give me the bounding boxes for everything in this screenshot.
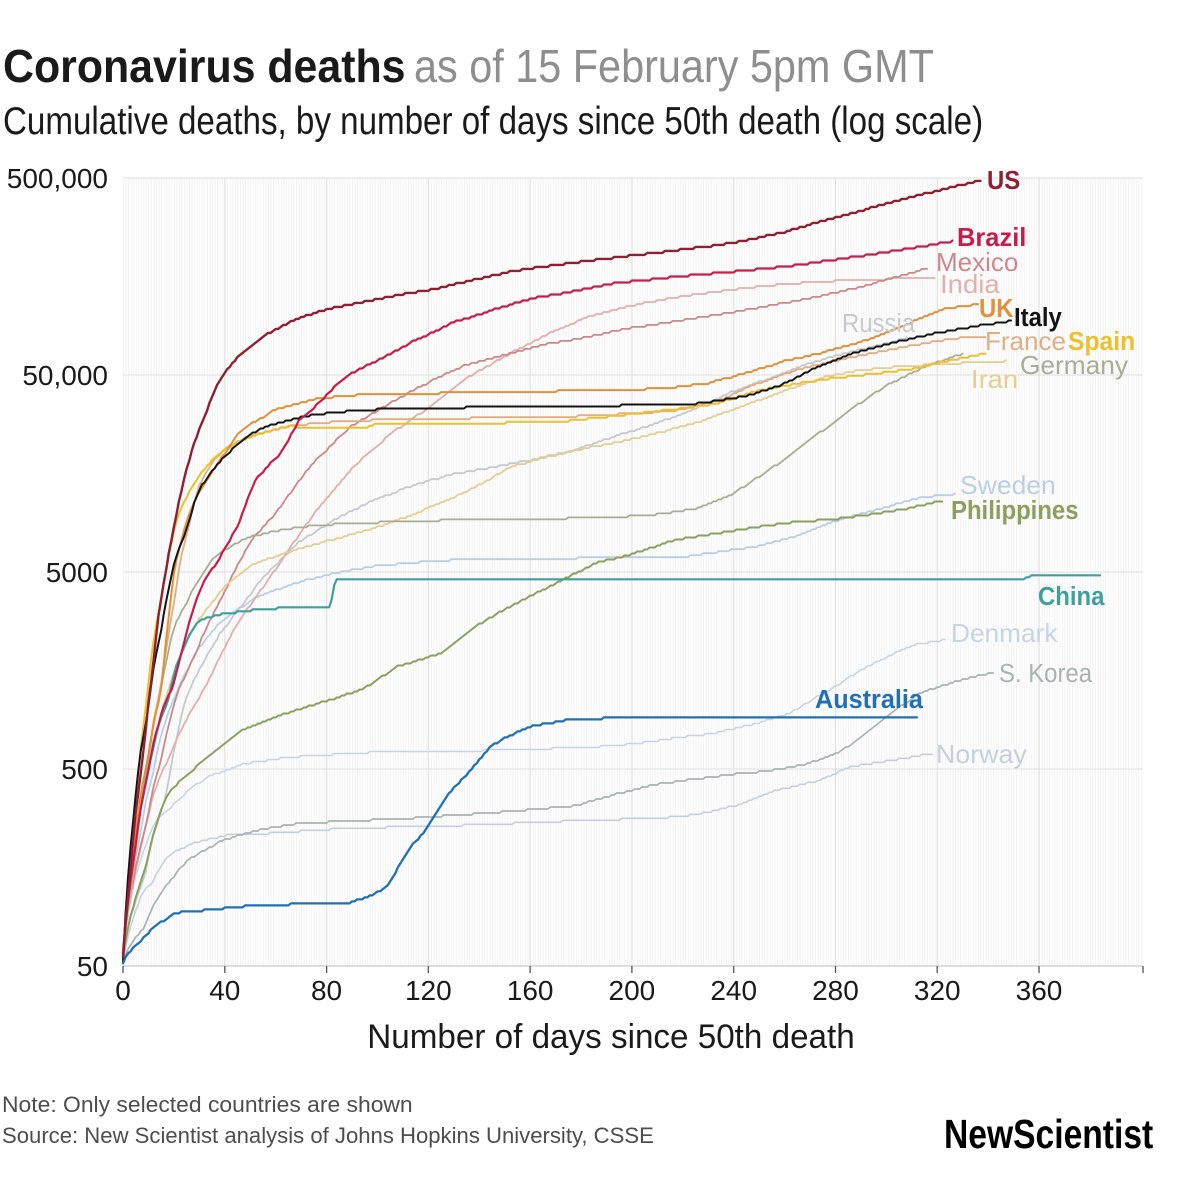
svg-text:China: China bbox=[1038, 582, 1105, 611]
svg-text:280: 280 bbox=[812, 975, 859, 1006]
svg-text:160: 160 bbox=[507, 975, 554, 1006]
svg-text:80: 80 bbox=[311, 975, 342, 1006]
svg-text:UK: UK bbox=[979, 294, 1014, 323]
svg-text:Coronavirus deaths: Coronavirus deaths bbox=[3, 42, 406, 93]
svg-text:US: US bbox=[987, 166, 1020, 195]
svg-text:Italy: Italy bbox=[1014, 303, 1062, 332]
svg-text:500: 500 bbox=[61, 754, 108, 785]
svg-text:5000: 5000 bbox=[46, 557, 108, 588]
svg-text:50: 50 bbox=[77, 951, 108, 982]
svg-text:Iran: Iran bbox=[971, 365, 1018, 394]
svg-text:Note: Only selected countries: Note: Only selected countries are shown bbox=[2, 1092, 413, 1117]
svg-text:S. Korea: S. Korea bbox=[999, 659, 1092, 688]
svg-text:Number of days since 50th deat: Number of days since 50th death bbox=[367, 1019, 854, 1056]
svg-text:40: 40 bbox=[209, 975, 240, 1006]
svg-text:Cumulative deaths, by number o: Cumulative deaths, by number of days sin… bbox=[3, 98, 983, 142]
svg-text:France: France bbox=[985, 326, 1066, 356]
svg-text:500,000: 500,000 bbox=[7, 163, 108, 194]
svg-text:Norway: Norway bbox=[936, 739, 1028, 769]
svg-text:Denmark: Denmark bbox=[951, 618, 1058, 648]
svg-text:240: 240 bbox=[710, 975, 757, 1006]
svg-text:as of 15 February 5pm GMT: as of 15 February 5pm GMT bbox=[414, 41, 934, 93]
svg-text:0: 0 bbox=[115, 975, 131, 1006]
svg-text:Germany: Germany bbox=[1020, 350, 1129, 380]
svg-text:Philippines: Philippines bbox=[951, 496, 1079, 525]
svg-text:320: 320 bbox=[914, 975, 961, 1006]
svg-text:Source: New Scientist analysis: Source: New Scientist analysis of Johns … bbox=[2, 1123, 654, 1148]
svg-text:Sweden: Sweden bbox=[960, 470, 1056, 500]
svg-text:Russia: Russia bbox=[842, 309, 915, 338]
svg-text:Australia: Australia bbox=[815, 686, 924, 714]
svg-text:50,000: 50,000 bbox=[22, 360, 108, 391]
svg-text:Brazil: Brazil bbox=[957, 224, 1026, 252]
svg-text:Spain: Spain bbox=[1068, 327, 1135, 356]
svg-text:NewScientist: NewScientist bbox=[944, 1111, 1154, 1157]
svg-text:India: India bbox=[940, 270, 1000, 299]
svg-text:360: 360 bbox=[1016, 975, 1063, 1006]
svg-text:200: 200 bbox=[609, 975, 656, 1006]
svg-text:120: 120 bbox=[405, 975, 452, 1006]
svg-text:Mexico: Mexico bbox=[936, 247, 1018, 277]
